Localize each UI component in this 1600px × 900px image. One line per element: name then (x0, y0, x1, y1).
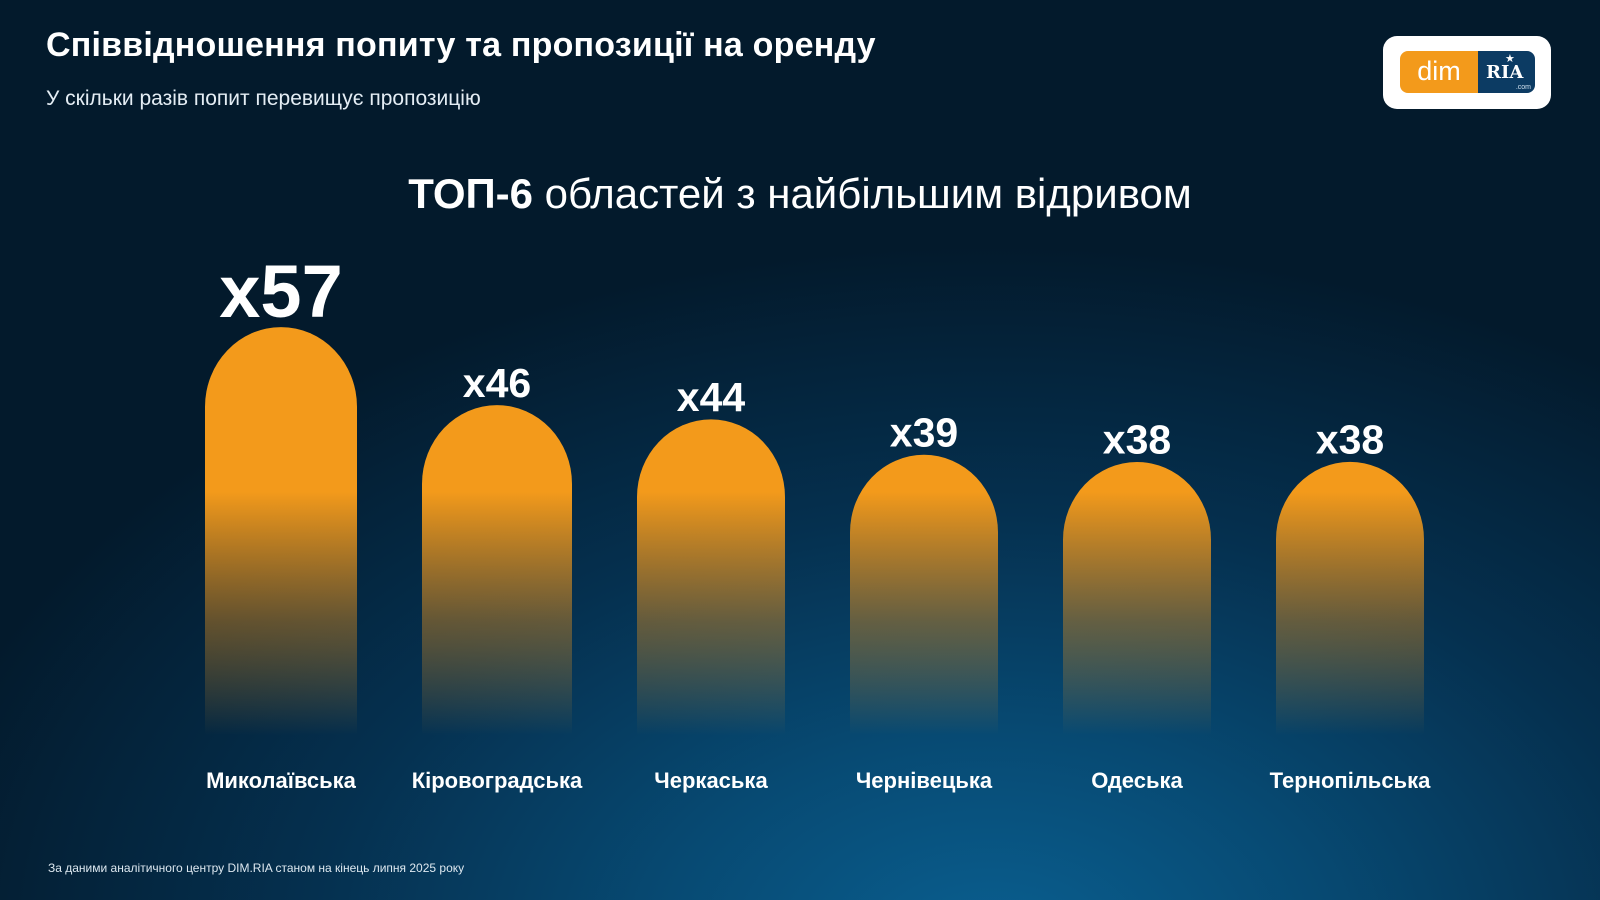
bar-value-label: x57 (219, 250, 342, 333)
bar-value-label: x38 (1316, 417, 1384, 463)
star-icon: ★ (1505, 53, 1515, 65)
category-label: Кіровоградська (412, 768, 583, 793)
bar-1 (205, 327, 357, 735)
bar-value-label: x46 (463, 360, 531, 406)
logo-ria-part: ★ RIA .com (1478, 51, 1535, 93)
category-label: Черкаська (654, 768, 768, 793)
bar-value-label: x38 (1103, 417, 1171, 463)
bar-value-label: x39 (890, 409, 958, 455)
category-label: Миколаївська (206, 768, 357, 793)
category-label: Одеська (1091, 768, 1183, 793)
bar-6 (1276, 461, 1424, 735)
chart-heading-rest: областей з найбільшим відривом (533, 170, 1192, 217)
bar-3 (637, 419, 785, 735)
page-subtitle: У скільки разів попит перевищує пропозиц… (46, 87, 481, 110)
bar-4 (850, 454, 998, 735)
source-footnote: За даними аналітичного центру DIM.RIA ст… (48, 861, 465, 875)
category-label: Чернівецька (856, 768, 993, 793)
logo-ria-text: RIA (1486, 62, 1524, 83)
logo-ria-suffix: .com (1515, 84, 1531, 91)
chart-heading: ТОП-6 областей з найбільшим відривом (0, 170, 1600, 218)
bar-2 (422, 405, 572, 735)
page-title: Співвідношення попиту та пропозиції на о… (46, 26, 876, 64)
bar-5 (1063, 461, 1211, 735)
logo-dim-part: dim (1400, 51, 1478, 93)
bar-value-label: x44 (677, 374, 746, 420)
dim-ria-logo[interactable]: dim ★ RIA .com (1383, 36, 1551, 109)
category-label: Тернопільська (1270, 768, 1431, 793)
chart-heading-bold: ТОП-6 (408, 170, 534, 217)
